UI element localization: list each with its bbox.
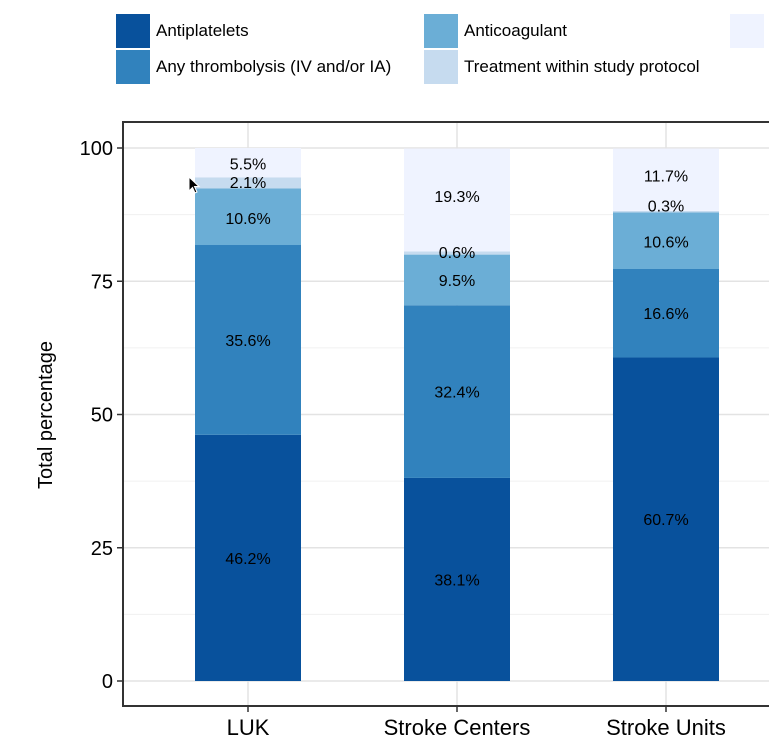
data-label: 9.5% xyxy=(439,273,475,290)
y-axis-title: Total percentage xyxy=(35,341,57,489)
data-label: 32.4% xyxy=(434,385,479,402)
legend-swatch xyxy=(424,14,458,48)
legend-item: Any thrombolysis (IV and/or IA) xyxy=(116,50,391,84)
bar-segment xyxy=(195,177,301,189)
data-label: 2.1% xyxy=(230,175,266,192)
legend-item xyxy=(730,14,764,48)
legend-label: Anticoagulant xyxy=(464,21,568,40)
bar-segment xyxy=(613,357,719,681)
legend-item: Antiplatelets xyxy=(116,14,249,48)
x-tick-label: LUK xyxy=(227,715,270,740)
data-label: 10.6% xyxy=(225,211,270,228)
legend-swatch xyxy=(116,50,150,84)
y-tick-label: 100 xyxy=(80,138,113,160)
bar-segment xyxy=(195,148,301,178)
data-label: 38.1% xyxy=(434,572,479,589)
legend-swatch xyxy=(116,14,150,48)
bar-segment xyxy=(404,251,510,255)
bar-segment xyxy=(613,268,719,358)
legend-label: Antiplatelets xyxy=(156,21,249,40)
legend-label: Any thrombolysis (IV and/or IA) xyxy=(156,57,392,76)
bar-segment xyxy=(404,477,510,681)
bar-segment xyxy=(404,148,510,252)
x-tick-label: Stroke Centers xyxy=(384,715,531,740)
y-tick-label: 50 xyxy=(91,405,113,427)
data-label: 11.7% xyxy=(644,169,688,186)
legend-swatch xyxy=(730,14,764,48)
data-label: 0.3% xyxy=(648,199,684,216)
data-label: 16.6% xyxy=(643,306,688,323)
y-tick-label: 25 xyxy=(91,538,113,560)
bar-segment xyxy=(195,188,301,246)
legend-label: Treatment within study protocol xyxy=(464,57,700,76)
data-label: 10.6% xyxy=(643,235,688,252)
y-tick-label: 0 xyxy=(102,671,113,693)
x-tick-label: Stroke Units xyxy=(606,715,726,740)
legend-swatch xyxy=(424,50,458,84)
data-label: 5.5% xyxy=(230,157,266,174)
bar-segment xyxy=(195,434,301,681)
legend-item: Treatment within study protocol xyxy=(424,50,700,84)
bar-segment xyxy=(195,245,301,435)
mouse-cursor-icon xyxy=(188,176,201,194)
data-label: 46.2% xyxy=(225,551,270,568)
bar-segment xyxy=(404,254,510,306)
y-tick-label: 75 xyxy=(91,271,113,293)
data-label: 35.6% xyxy=(225,333,270,350)
bar-segment xyxy=(404,305,510,478)
bar-segment xyxy=(613,212,719,269)
data-label: 19.3% xyxy=(434,189,479,206)
bar-segment xyxy=(613,210,719,213)
data-label: 60.7% xyxy=(643,512,688,529)
bar-segment xyxy=(613,148,719,211)
legend-item: Anticoagulant xyxy=(424,14,567,48)
data-label: 0.6% xyxy=(439,245,475,262)
